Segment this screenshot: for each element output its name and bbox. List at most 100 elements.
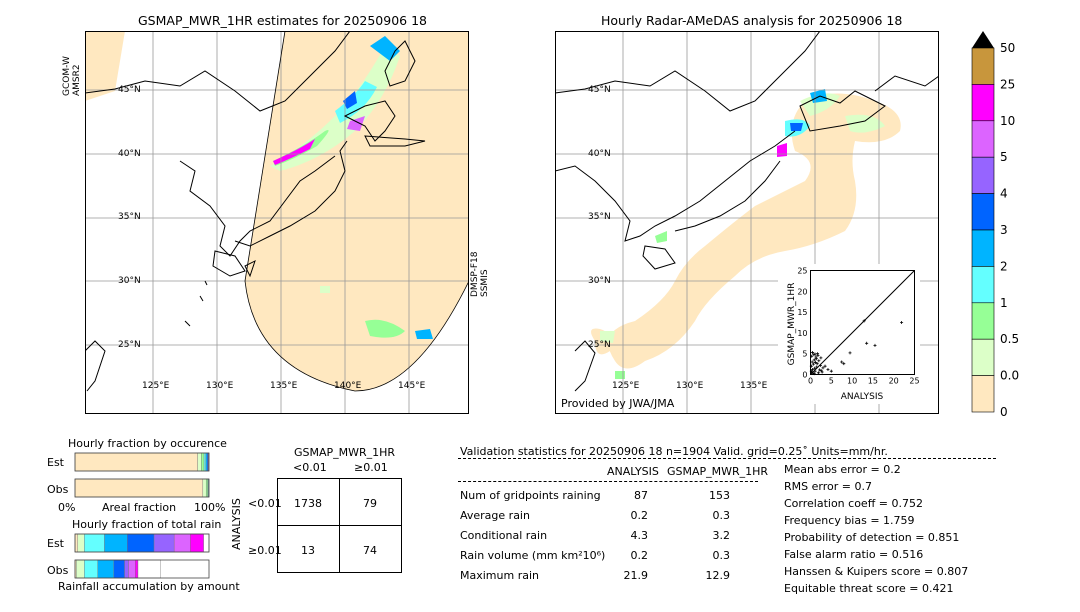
- scatter-point: [813, 360, 817, 364]
- scatter-diagonal: [810, 270, 915, 375]
- stat-gsmap-value: 12.9: [705, 569, 731, 582]
- colorbar-box: [971, 84, 995, 122]
- right-lon-130: 130°E: [676, 381, 704, 391]
- left-lon-125: 125°E: [142, 381, 170, 391]
- scatter-point: [811, 368, 815, 372]
- stat-gsmap-value: 0.3: [712, 509, 731, 522]
- stat-label: Rain volume (mm km²10⁶): [460, 549, 606, 562]
- left-sensor-label: GCOM-W AMSR2: [62, 56, 82, 96]
- contingency-cell-01: 79: [363, 497, 377, 510]
- scatter-point: [829, 369, 833, 373]
- scatter-point: [848, 351, 852, 355]
- fraction-bar-segment: [128, 559, 136, 579]
- colorbar-box: [971, 120, 995, 158]
- fraction-bar-segment: [74, 478, 204, 498]
- scatter-point: [813, 369, 817, 373]
- score-ets: Equitable threat score = 0.421: [784, 582, 954, 595]
- scatter-point: [816, 352, 820, 356]
- scatter-point: [873, 343, 877, 347]
- stat-analysis-value: 4.3: [630, 529, 649, 542]
- scatter-point: [813, 352, 817, 356]
- left-lat-40: 40°N: [118, 149, 141, 159]
- scatter-point: [819, 356, 823, 360]
- colorbar-label: 1: [1000, 296, 1008, 310]
- scatter-point: [812, 358, 816, 362]
- scatter-point: [818, 363, 822, 367]
- right-lon-125: 125°E: [612, 381, 640, 391]
- col-gsmap: GSMAP_MWR_1HR: [667, 465, 769, 478]
- scatter-point: [811, 350, 815, 354]
- scatter-point: [823, 364, 827, 368]
- left-map: [85, 31, 469, 414]
- colorbar-box: [971, 338, 995, 376]
- contingency-col-lt: <0.01: [293, 461, 327, 474]
- scatter-point: [826, 368, 830, 372]
- scatter-xlabel: ANALYSIS: [841, 392, 884, 402]
- colorbar-label: 3: [1000, 223, 1008, 237]
- left-map-coverage-main: [245, 31, 469, 391]
- score-frequency-bias: Frequency bias = 1.759: [784, 514, 915, 527]
- stat-gsmap-value: 3.2: [712, 529, 731, 542]
- scatter-point: [862, 319, 866, 323]
- fraction-bar-frame: [74, 559, 210, 579]
- stat-label: Num of gridpoints raining: [460, 489, 601, 502]
- fraction-bar-segment: [84, 559, 98, 579]
- fraction-bar-segment: [201, 452, 205, 472]
- left-lon-135: 135°E: [270, 381, 298, 391]
- scatter-xtick: 25: [909, 377, 919, 386]
- right-lat-40: 40°N: [588, 149, 611, 159]
- scatter-point: [818, 368, 822, 372]
- right-map-coverage: [608, 93, 901, 369]
- stat-gsmap-value: 0.3: [712, 549, 731, 562]
- scatter-point: [815, 365, 819, 369]
- total-row-obs: Obs: [47, 564, 69, 577]
- data-credit: Provided by JWA/JMA: [561, 397, 675, 410]
- colorbar-label: 2: [1000, 259, 1008, 273]
- scatter-point: [811, 362, 815, 366]
- fraction-bar-segment: [205, 478, 208, 498]
- validation-subdivider: [458, 481, 758, 482]
- fraction-bar-segment: [203, 533, 210, 553]
- contingency-col-ge: ≥0.01: [354, 461, 388, 474]
- scatter-frame: [810, 270, 915, 375]
- fraction-bar-segment: [97, 559, 115, 579]
- colorbar-label: 0.5: [1000, 332, 1019, 346]
- left-map-coastline: [85, 31, 426, 392]
- fraction-bar-segment: [190, 533, 204, 553]
- colorbar-label: 10: [1000, 114, 1015, 128]
- stat-gsmap-value: 153: [709, 489, 730, 502]
- scatter-xtick: 0: [808, 377, 813, 386]
- scatter-point: [809, 369, 813, 373]
- colorbar: 50 25 10 5 4 3 2 1 0.5 0.01 0: [971, 31, 1020, 419]
- right-map-coastline: [555, 31, 939, 392]
- fraction-bar-segment: [173, 533, 191, 553]
- colorbar-box: [971, 375, 995, 413]
- occurrence-x-mid: Areal fraction: [102, 501, 177, 514]
- fraction-occurrence-chart: [74, 452, 210, 498]
- total-row-est: Est: [47, 537, 64, 550]
- validation-divider: [458, 458, 996, 459]
- left-lon-145: 145°E: [398, 381, 426, 391]
- colorbar-box: [971, 302, 995, 340]
- validation-header: Validation statistics for 20250906 18 n=…: [460, 445, 888, 458]
- scatter-ylabel: GSMAP_MWR_1HR: [787, 283, 797, 366]
- left-lon-130: 130°E: [206, 381, 234, 391]
- scatter-point: [865, 341, 869, 345]
- scatter-point: [816, 371, 820, 375]
- fraction-bar-segment: [127, 533, 155, 553]
- score-pod: Probability of detection = 0.851: [784, 531, 960, 544]
- scatter-point: [816, 353, 820, 357]
- fraction-bar-segment: [135, 559, 139, 579]
- scatter-xtick: 20: [889, 377, 899, 386]
- scatter-point: [842, 362, 846, 366]
- stat-analysis-value: 0.2: [630, 509, 649, 522]
- fraction-bar-segment: [76, 559, 85, 579]
- contingency-cell-10: 13: [301, 544, 315, 557]
- scatter-point: [900, 321, 904, 324]
- fraction-bar-frame: [74, 478, 210, 498]
- scatter-xtick: 15: [868, 377, 878, 386]
- fraction-bar-frame: [74, 452, 210, 472]
- scatter-point: [810, 360, 814, 364]
- scatter-xtick: 10: [847, 377, 857, 386]
- stat-analysis-value: 0.2: [630, 549, 649, 562]
